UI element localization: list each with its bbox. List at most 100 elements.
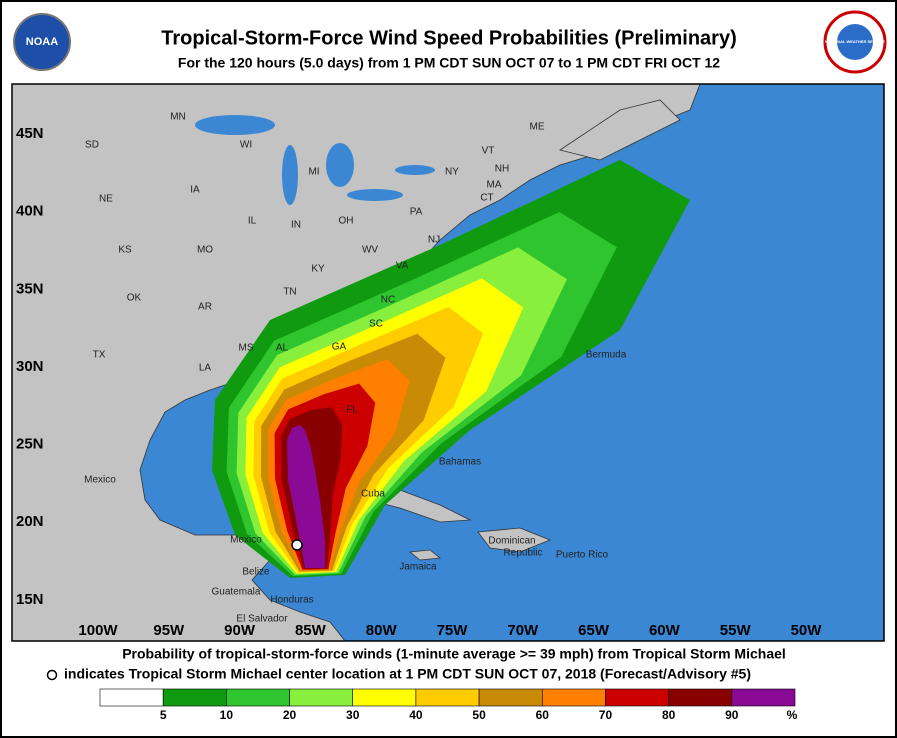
noaa-logo-text: NOAA (26, 36, 58, 48)
lon-label: 65W (578, 622, 610, 639)
lon-label: 60W (649, 622, 681, 639)
place-label: Mexico (230, 535, 262, 546)
place-label: WV (362, 245, 378, 256)
lon-label: 80W (366, 622, 398, 639)
lon-label: 55W (720, 622, 752, 639)
place-label: KS (118, 245, 132, 256)
subtitle: For the 120 hours (5.0 days) from 1 PM C… (178, 55, 720, 71)
place-label: MN (170, 112, 186, 123)
legend-label: 50 (472, 708, 486, 722)
legend-swatch (99, 688, 164, 707)
hispaniola (477, 527, 552, 553)
caption-marker (46, 669, 58, 681)
probability-contour (287, 425, 325, 568)
caption-line1: Probability of tropical-storm-force wind… (122, 646, 786, 662)
place-label: AR (198, 302, 212, 313)
title: Tropical-Storm-Force Wind Speed Probabil… (161, 27, 737, 49)
place-label: Jamaica (399, 562, 437, 573)
legend-swatch (731, 688, 796, 707)
jamaica (408, 549, 442, 561)
legend-label: 40 (409, 708, 423, 722)
place-label: OK (127, 293, 142, 304)
lake-huron (326, 143, 354, 187)
lon-label: 90W (224, 622, 256, 639)
place-label: KY (311, 264, 325, 275)
noaa-logo (13, 13, 71, 71)
place-label: Cuba (361, 489, 385, 500)
lat-label: 35N (16, 280, 44, 297)
place-label: Mexico (84, 475, 116, 486)
lake-superior (195, 115, 275, 135)
place-label: IL (248, 216, 257, 227)
place-label: Guatemala (212, 587, 261, 598)
lon-label: 100W (78, 622, 118, 639)
lon-label: 70W (507, 622, 539, 639)
place-label: NJ (428, 235, 440, 246)
legend-swatch (162, 688, 227, 707)
legend-label: 90 (725, 708, 739, 722)
lon-label: 50W (791, 622, 823, 639)
place-label: AL (276, 343, 289, 354)
legend-label: 80 (662, 708, 676, 722)
legend-label: 70 (599, 708, 613, 722)
legend-label: 30 (346, 708, 360, 722)
place-label: GA (332, 342, 347, 353)
place-label: OH (339, 216, 354, 227)
legend-unit: % (787, 708, 798, 722)
place-label: PA (410, 207, 423, 218)
storm-center (291, 539, 303, 551)
place-label: NC (381, 295, 395, 306)
place-label: Honduras (270, 595, 313, 606)
lake-michigan (282, 145, 298, 205)
nws-logo-text: NATIONAL WEATHER SERVICE (825, 39, 885, 44)
place-label: VT (482, 146, 495, 157)
legend-swatch (415, 688, 480, 707)
legend-label: 60 (536, 708, 550, 722)
place-label: Bermuda (586, 350, 627, 361)
place-label: MI (308, 167, 319, 178)
legend-swatch (226, 688, 290, 707)
legend: 5 10 20 30 40 50 60 70 80 90% (99, 688, 798, 722)
lat-label: 20N (16, 513, 44, 530)
legend-swatch (478, 688, 543, 707)
place-label: TX (93, 350, 106, 361)
nova-scotia (559, 99, 681, 161)
place-label: Belize (242, 567, 270, 578)
place-label: SD (85, 140, 99, 151)
map-ticks: 45N 40N 35N 30N 25N 20N 15N 100W 95W 90W 85W 80W 75W… (16, 125, 822, 639)
lon-label: 95W (153, 622, 185, 639)
legend-swatch (605, 688, 669, 707)
place-label: TN (283, 287, 296, 298)
place-label: NY (445, 167, 459, 178)
legend-swatch (289, 688, 354, 707)
legend-label: 5 (160, 708, 167, 722)
legend-label: 20 (283, 708, 297, 722)
place-label: IN (291, 220, 301, 231)
place-label: VA (396, 261, 409, 272)
lat-label: 40N (16, 203, 44, 220)
place-label: CT (480, 193, 493, 204)
place-label: NE (99, 194, 113, 205)
place-label: ME (530, 122, 545, 133)
place-label: Puerto Rico (556, 550, 609, 561)
lake-ontario (395, 165, 435, 175)
place-label: IA (190, 185, 200, 196)
place-label: MA (487, 180, 502, 191)
nws-logo-center (837, 24, 873, 60)
legend-swatch (352, 688, 417, 707)
lat-label: 15N (16, 591, 44, 608)
place-label: NH (495, 164, 509, 175)
lat-label: 30N (16, 358, 44, 375)
caption-line2: indicates Tropical Storm Michael center … (64, 666, 751, 682)
place-label: SC (369, 319, 383, 330)
place-label: Bahamas (439, 457, 481, 468)
lon-label: 75W (437, 622, 469, 639)
place-label: MO (197, 245, 213, 256)
lake-erie (347, 189, 403, 201)
place-label: WI (240, 140, 252, 151)
probability-swath (212, 160, 690, 578)
place-label: El Salvador (236, 614, 288, 625)
